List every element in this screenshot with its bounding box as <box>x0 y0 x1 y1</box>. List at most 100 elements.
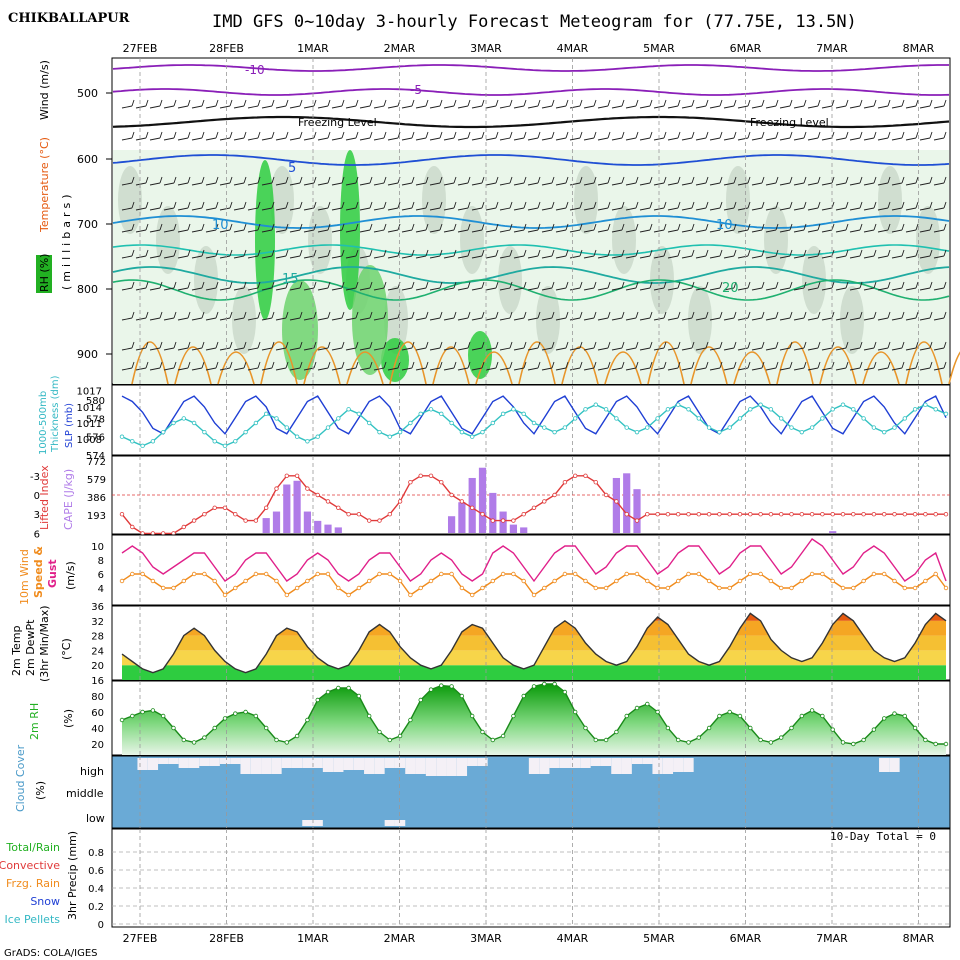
wind-barb <box>597 287 609 291</box>
wind-barb <box>639 367 651 371</box>
rh-line-point <box>202 735 207 740</box>
wind-barb <box>555 255 567 259</box>
wind-barb <box>121 207 133 211</box>
wind-barb-feather <box>159 249 163 257</box>
wind-barb <box>849 229 861 233</box>
wind-barb-feather <box>635 201 639 209</box>
lifted-index-line-point <box>665 512 671 517</box>
wind-barb-feather <box>439 131 443 139</box>
wind-barb-feather <box>369 223 373 231</box>
precip-tick-label: 0 <box>98 920 104 931</box>
wind-barb-feather <box>775 99 779 107</box>
wind-barb <box>387 105 399 109</box>
wind-barb-feather <box>187 223 191 231</box>
wind-barb-feather <box>649 341 653 349</box>
lifted-index-line-point <box>181 524 186 530</box>
wind-barb <box>863 287 875 291</box>
lifted-index-line-point <box>356 512 362 517</box>
wind-barb-feather <box>299 201 303 209</box>
lifted-index-line-point <box>531 505 537 510</box>
wind-barb-feather <box>369 201 373 209</box>
wind-barb <box>457 287 469 291</box>
thickness-line-point <box>521 411 526 417</box>
thickness-line-point <box>686 407 691 412</box>
wind-barb <box>905 317 917 321</box>
wind-barb <box>219 287 231 291</box>
warm-isotherm <box>690 346 728 385</box>
wind-barb-feather <box>481 99 485 107</box>
wind-barb <box>471 137 483 141</box>
wind-barb-feather <box>845 281 849 289</box>
wind-barb-feather <box>271 201 275 209</box>
wind-barb <box>471 317 483 321</box>
wind-barb-feather <box>215 281 219 289</box>
wind-barb-feather <box>201 99 205 107</box>
wind-barb-feather <box>369 341 373 349</box>
wind-barb <box>793 207 805 211</box>
wind-barb-feather <box>327 249 331 257</box>
wind-barb-feather <box>145 201 149 209</box>
wind-barb-feather <box>481 281 485 289</box>
wind-speed-line-point <box>470 592 475 598</box>
wind-barb-feather <box>481 131 485 139</box>
wind-barb <box>163 317 175 321</box>
lifted-index-line-point <box>645 512 650 517</box>
thickness-line-point <box>531 420 537 426</box>
wind-barb <box>191 207 203 211</box>
wind-barb-feather <box>733 223 737 231</box>
wind-barb-feather <box>187 341 191 349</box>
wind-barb <box>485 207 497 211</box>
wind-barb <box>289 287 301 291</box>
warm-isotherm <box>733 351 771 385</box>
wind-barb-feather <box>313 311 317 319</box>
wind-barb <box>429 182 441 186</box>
wind-barb <box>331 207 343 211</box>
wind-barb <box>835 182 847 186</box>
wind-barb <box>261 287 273 291</box>
isotherm-20 <box>112 279 950 301</box>
cloud-panel: high middle low Cloud Cover (%) <box>14 744 951 829</box>
wind-barb-feather <box>425 176 429 184</box>
wind-barb <box>681 347 693 351</box>
warm-isotherm <box>389 341 427 385</box>
rh-line-point <box>253 713 259 719</box>
wind-barb-feather <box>663 201 667 209</box>
wind-barb <box>121 137 133 141</box>
cape-tick-label: 772 <box>87 457 106 468</box>
lifted-index-line-point <box>676 512 681 517</box>
lifted-index-line-point <box>943 512 949 517</box>
wind-barb <box>751 317 763 321</box>
rh-line-point <box>397 733 403 739</box>
wind-barb-feather <box>271 281 275 289</box>
wind-barb-feather <box>131 311 135 319</box>
wind-barb-feather <box>593 131 597 139</box>
lifted-index-line-point <box>882 512 887 517</box>
wind-barb-feather <box>551 311 555 319</box>
wind-barb-feather <box>803 249 807 257</box>
wind-barb-feather <box>635 131 639 139</box>
wind-barb-feather <box>411 201 415 209</box>
wind-barb-feather <box>341 99 345 107</box>
lifted-index-line-point <box>799 512 804 517</box>
wind-barb-feather <box>369 131 373 139</box>
wind-barb <box>597 317 609 321</box>
wind-barb <box>289 207 301 211</box>
wind-barb <box>387 207 399 211</box>
temperature-label: Temperature (°C) <box>38 137 51 233</box>
wind-barb <box>289 347 301 351</box>
wind-barb <box>247 229 259 233</box>
wind-barb <box>933 347 945 351</box>
wind-barb-feather <box>901 311 905 319</box>
wind-barb <box>625 229 637 233</box>
wind-barb <box>569 207 581 211</box>
cloud-high-bar <box>147 758 159 770</box>
wind-barb-feather <box>929 201 933 209</box>
wind-barb <box>695 137 707 141</box>
chart-title: IMD GFS 0~10day 3-hourly Forecast Meteog… <box>212 12 857 32</box>
rh-line-point <box>573 709 578 715</box>
wind-barb <box>667 317 679 321</box>
wind-barb <box>443 105 455 109</box>
top-date-label: 1MAR <box>297 42 329 55</box>
wind-barb <box>499 105 511 109</box>
